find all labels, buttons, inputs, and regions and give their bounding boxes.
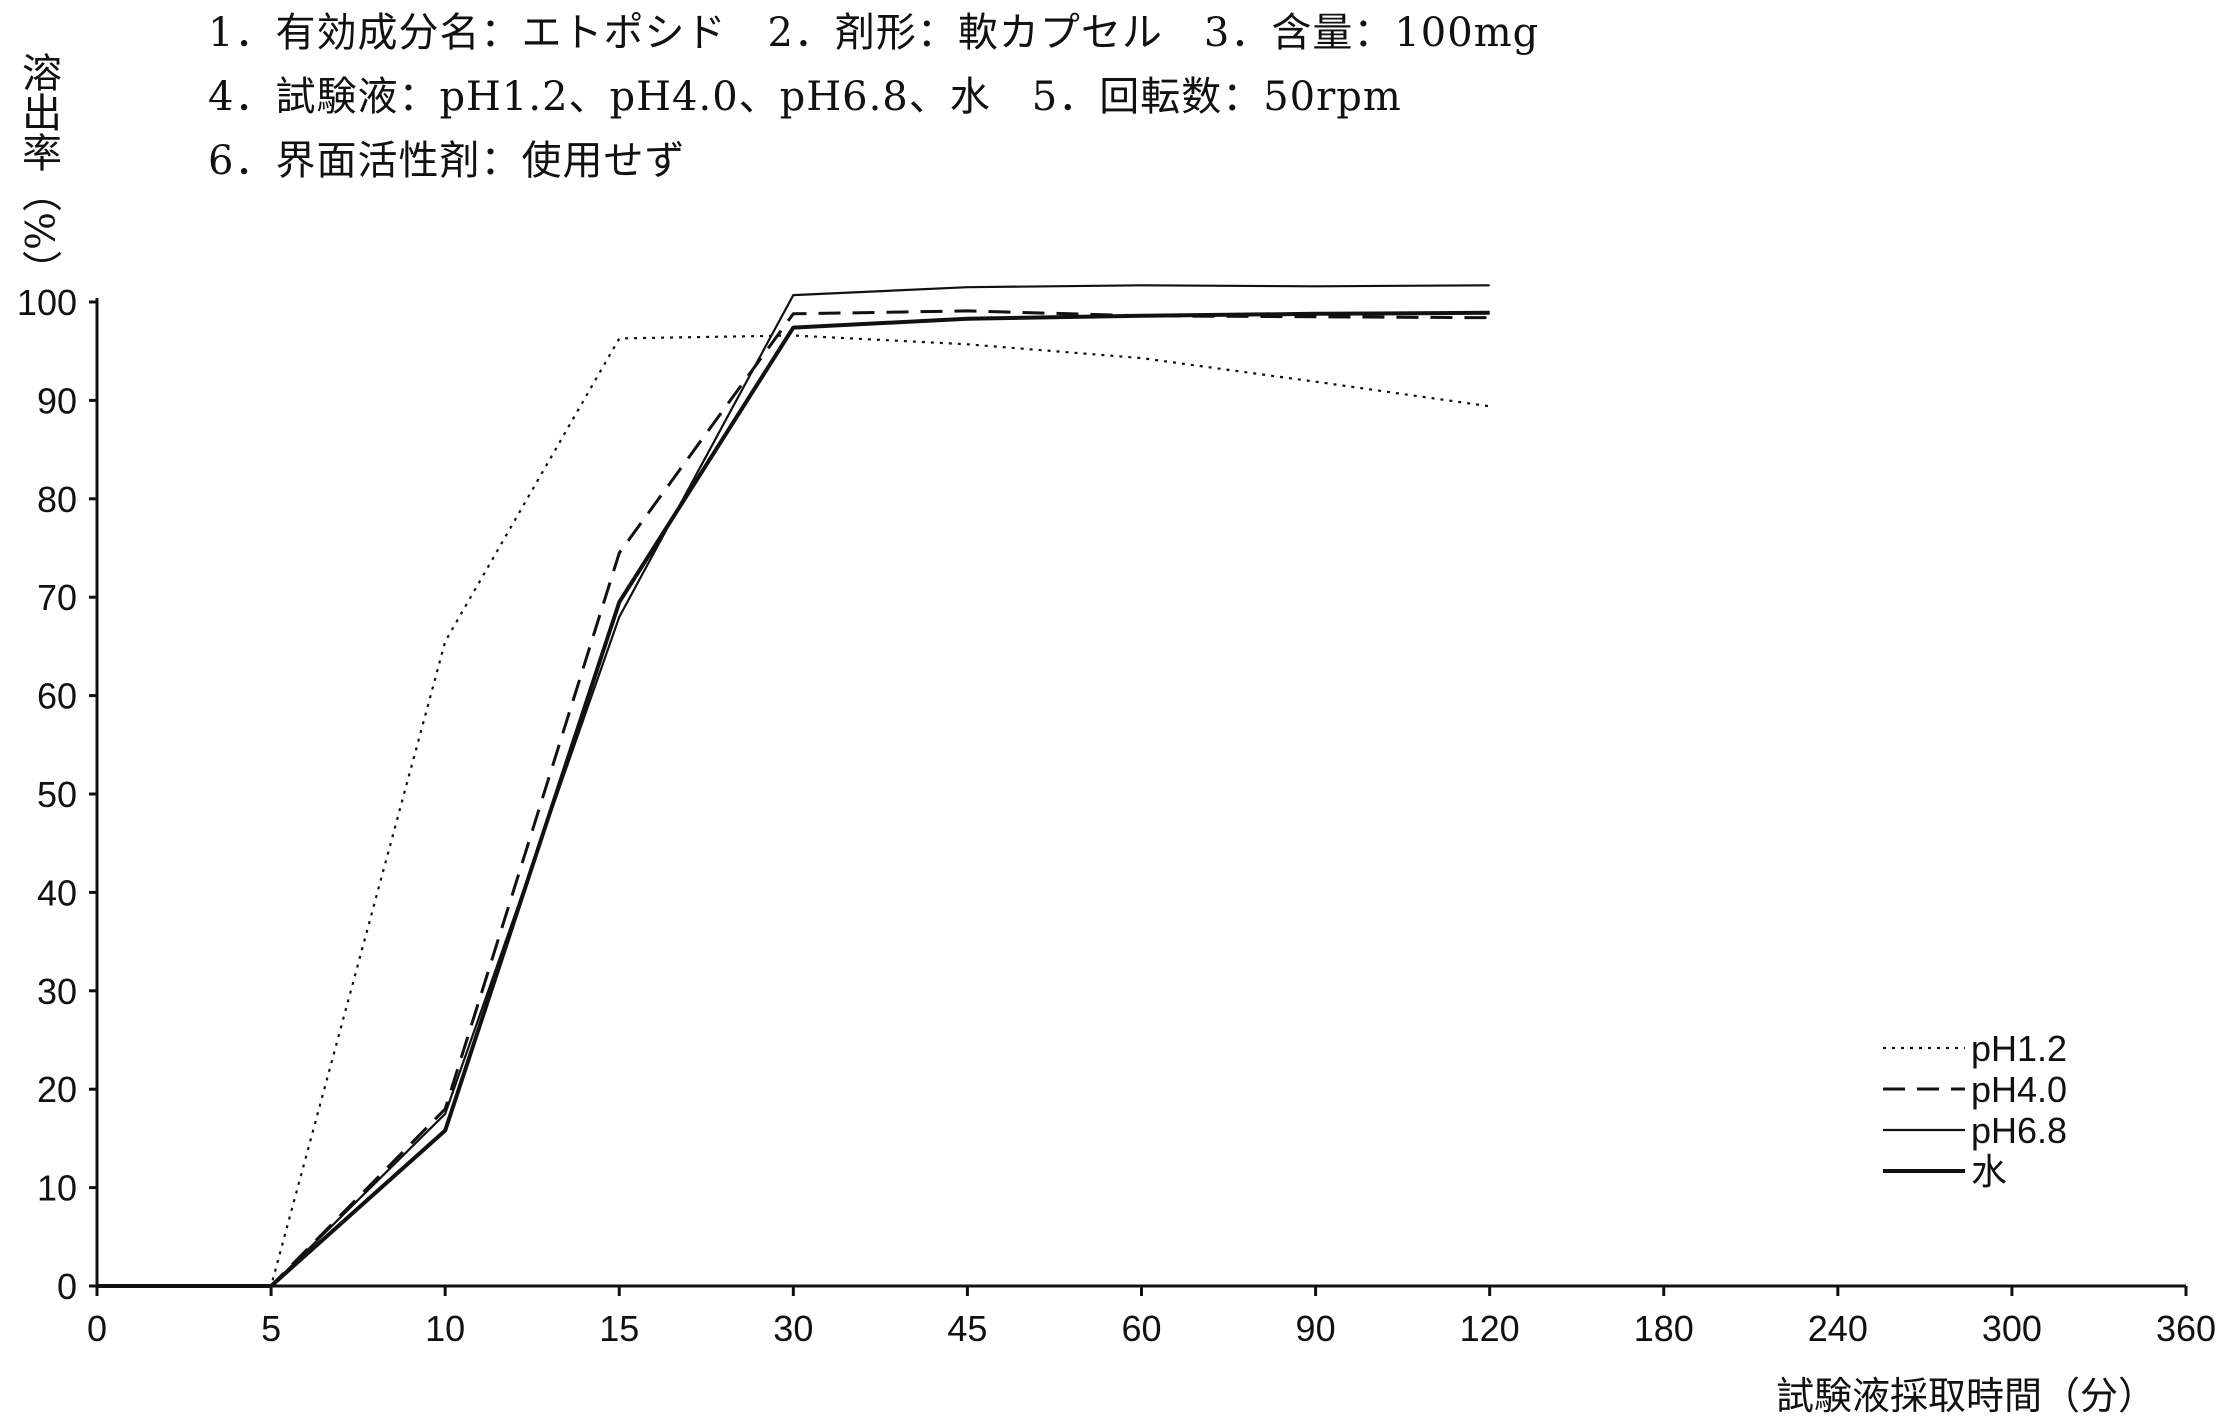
chart-legend: pH1.2pH4.0pH6.8水 (1883, 1028, 2067, 1192)
series-line-2 (97, 311, 1490, 1286)
y-tick-label: 70 (37, 577, 77, 618)
x-axis-title: 試験液採取時間（分） (1776, 1365, 2156, 1420)
legend-label-4: 水 (1971, 1151, 2007, 1192)
y-tick-label: 0 (57, 1266, 77, 1307)
y-tick-label: 50 (37, 774, 77, 815)
series-line-1 (97, 336, 1490, 1287)
x-tick-label: 360 (2156, 1308, 2216, 1349)
chart-axes: 0 10 20 30 40 50 60 70 80 90 100 0 5 10 15 30 45 60 90 120 1… (17, 282, 2216, 1349)
x-tick-label: 15 (599, 1308, 639, 1349)
x-tick-label: 180 (1634, 1308, 1694, 1349)
x-tick-label: 0 (87, 1308, 107, 1349)
x-tick-label: 10 (425, 1308, 465, 1349)
y-tick-label: 30 (37, 971, 77, 1012)
x-tick-label: 300 (1982, 1308, 2042, 1349)
legend-label-3: pH6.8 (1971, 1110, 2067, 1151)
y-tick-label: 40 (37, 872, 77, 913)
y-tick-label: 20 (37, 1069, 77, 1110)
x-tick-label: 240 (1808, 1308, 1868, 1349)
x-tick-label: 90 (1296, 1308, 1336, 1349)
series-line-4 (97, 313, 1490, 1286)
y-tick-label: 60 (37, 676, 77, 717)
y-tick-label: 90 (37, 380, 77, 421)
x-tick-label: 60 (1121, 1308, 1161, 1349)
x-tick-label: 45 (947, 1308, 987, 1349)
legend-label-1: pH1.2 (1971, 1028, 2067, 1069)
y-tick-label: 80 (37, 479, 77, 520)
x-tick-label: 120 (1460, 1308, 1520, 1349)
y-tick-label: 100 (17, 282, 77, 323)
x-tick-label: 5 (261, 1308, 281, 1349)
legend-label-2: pH4.0 (1971, 1069, 2067, 1110)
series-line-3 (97, 285, 1490, 1286)
series-layer (97, 285, 1490, 1286)
y-tick-label: 10 (37, 1168, 77, 1209)
x-tick-label: 30 (773, 1308, 813, 1349)
